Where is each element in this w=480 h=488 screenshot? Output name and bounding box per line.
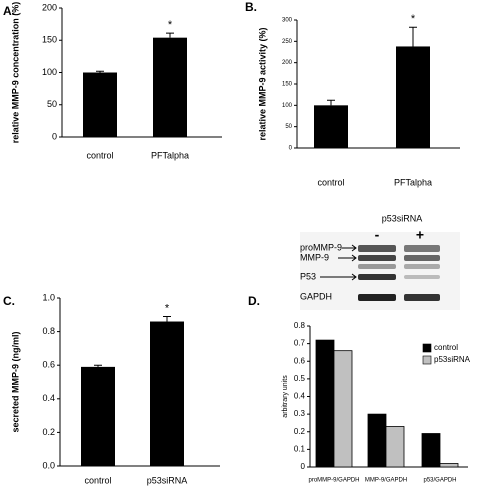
y-tick-label: 0.3 bbox=[294, 409, 306, 418]
error-bar bbox=[163, 315, 171, 322]
bar bbox=[153, 37, 187, 137]
x-tick-label: PFTalpha bbox=[394, 177, 432, 187]
y-tick-label: 100 bbox=[282, 103, 293, 109]
y-tick-label: 0.8 bbox=[294, 321, 306, 330]
band bbox=[358, 255, 396, 261]
error-bar bbox=[327, 99, 335, 106]
band-label: proMMP-9 bbox=[300, 242, 342, 252]
panel-label: C. bbox=[3, 294, 15, 308]
bar bbox=[421, 433, 441, 468]
y-tick-label: 150 bbox=[42, 35, 57, 45]
x-tick-label: PFTalpha bbox=[151, 150, 189, 160]
legend-label: p53siRNA bbox=[434, 355, 471, 364]
band bbox=[404, 275, 440, 279]
arrow bbox=[320, 244, 357, 281]
y-tick-label: 0.7 bbox=[294, 339, 306, 348]
x-tick-label: p53siRNA bbox=[147, 475, 188, 485]
bar bbox=[314, 105, 348, 148]
y-tick-label: 0.6 bbox=[42, 360, 55, 370]
y-tick-label: 0.5 bbox=[294, 374, 306, 383]
x-tick-label: MMP-9/GAPDH bbox=[365, 478, 407, 484]
band bbox=[404, 294, 440, 301]
error-bar bbox=[94, 364, 102, 367]
y-axis-label: secreted MMP-9 (ng/ml) bbox=[10, 331, 20, 432]
y-tick-label: 0 bbox=[289, 146, 293, 152]
legend-label: control bbox=[434, 343, 458, 352]
y-tick-label: 0 bbox=[301, 462, 306, 471]
blot-title: p53siRNA bbox=[382, 213, 423, 223]
bar bbox=[396, 46, 430, 148]
y-tick-label: 200 bbox=[282, 60, 293, 66]
bar bbox=[367, 413, 387, 468]
x-tick-label: proMMP-9/GAPDH bbox=[308, 478, 359, 484]
error-bar bbox=[96, 70, 104, 73]
bar bbox=[83, 72, 117, 137]
error-bar bbox=[409, 26, 417, 47]
lane-label: - bbox=[375, 227, 380, 243]
panel-label: B. bbox=[245, 0, 257, 14]
western-blot: p53siRNA - + proMMP-9 MMP-9 P53 GAPDH bbox=[300, 213, 460, 310]
y-tick-label: 1.0 bbox=[42, 292, 55, 302]
y-tick-label: 150 bbox=[282, 82, 293, 88]
y-tick-label: 0.4 bbox=[42, 393, 55, 403]
y-axis-label: arbitrary units bbox=[282, 375, 289, 418]
y-tick-label: 0.2 bbox=[42, 427, 55, 437]
legend-swatch bbox=[422, 355, 432, 365]
y-tick-label: 0.1 bbox=[294, 444, 306, 453]
y-axis-label: relative MMP-9 activity (%) bbox=[257, 27, 267, 140]
bar bbox=[150, 321, 184, 466]
panel-label: D. bbox=[248, 294, 260, 308]
y-tick-label: 50 bbox=[285, 124, 292, 130]
x-tick-label: control bbox=[84, 475, 111, 485]
bar bbox=[385, 426, 405, 468]
band bbox=[358, 294, 396, 301]
y-tick-label: 100 bbox=[42, 67, 57, 77]
band bbox=[404, 255, 440, 261]
band-label: GAPDH bbox=[300, 291, 332, 301]
annotation: * bbox=[411, 13, 416, 25]
band-label: MMP-9 bbox=[300, 252, 329, 262]
y-tick-label: 0.2 bbox=[294, 427, 306, 436]
band bbox=[404, 264, 440, 269]
x-tick-label: control bbox=[86, 150, 113, 160]
y-tick-label: 0.0 bbox=[42, 460, 55, 470]
band bbox=[358, 274, 396, 280]
annotation: * bbox=[168, 19, 173, 31]
bar bbox=[439, 463, 459, 468]
x-tick-label: p53/GAPDH bbox=[423, 478, 456, 484]
bar bbox=[333, 350, 353, 468]
y-tick-label: 0.4 bbox=[294, 392, 306, 401]
y-tick-label: 50 bbox=[47, 99, 57, 109]
band-label: P53 bbox=[300, 271, 316, 281]
band bbox=[404, 245, 440, 252]
y-tick-label: 200 bbox=[42, 2, 57, 12]
panel-label: A. bbox=[3, 4, 15, 18]
lane-label: + bbox=[416, 227, 424, 243]
y-tick-label: 250 bbox=[282, 39, 293, 45]
y-tick-label: 0.6 bbox=[294, 356, 306, 365]
y-tick-label: 0 bbox=[52, 131, 57, 141]
legend-swatch bbox=[422, 343, 432, 353]
bar bbox=[315, 339, 335, 468]
x-tick-label: control bbox=[317, 177, 344, 187]
band bbox=[358, 264, 396, 269]
y-axis-label: relative MMP-9 concentration (%) bbox=[10, 2, 20, 144]
band bbox=[358, 245, 396, 252]
y-tick-label: 300 bbox=[282, 18, 293, 24]
annotation: * bbox=[165, 302, 170, 314]
error-bar bbox=[166, 32, 174, 38]
y-tick-label: 0.8 bbox=[42, 326, 55, 336]
bar bbox=[81, 366, 115, 466]
